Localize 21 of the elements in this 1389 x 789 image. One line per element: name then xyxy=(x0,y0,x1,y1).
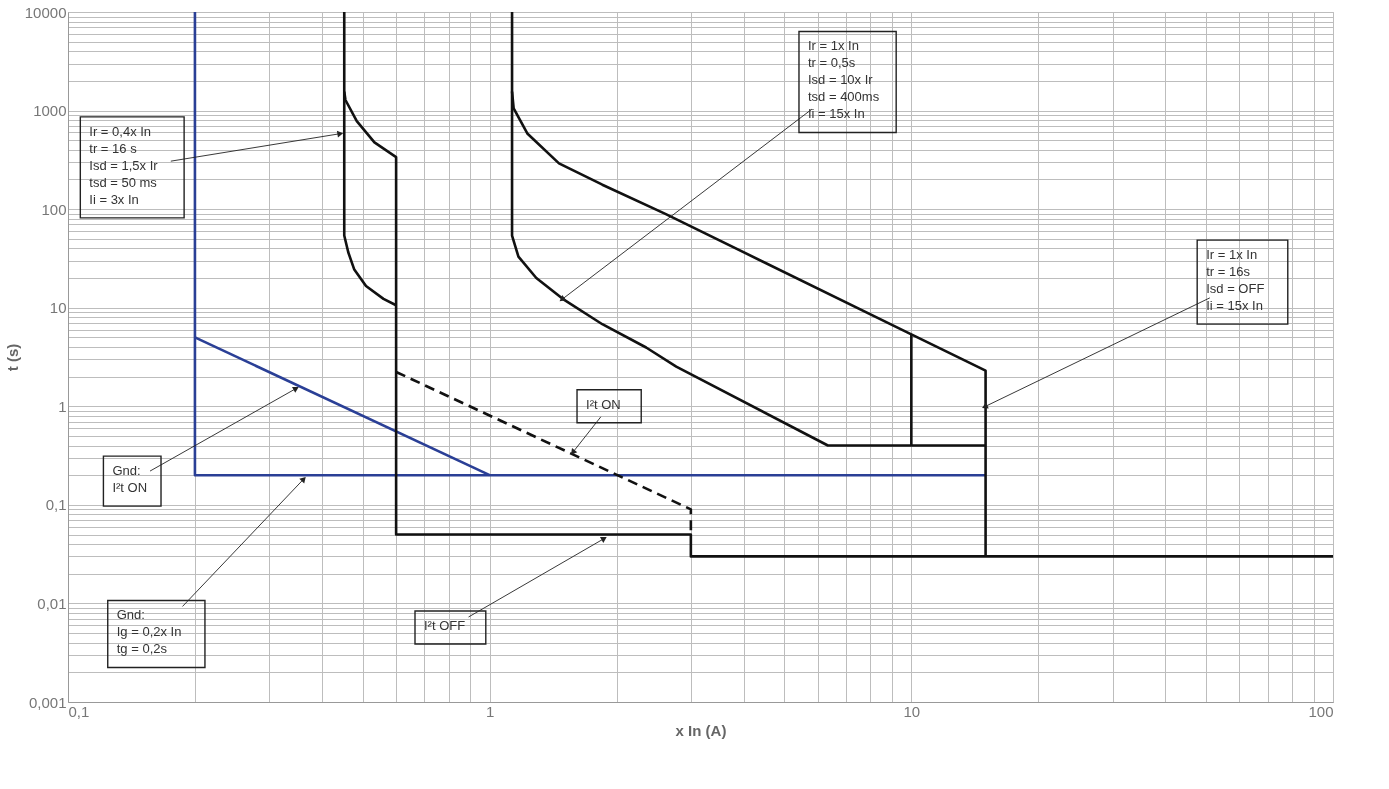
annotation: I²t ON xyxy=(586,396,621,412)
x-tick-label: 100 xyxy=(1308,702,1334,720)
annotation: I²t OFF xyxy=(424,617,466,633)
y-tick-label: 1000 xyxy=(33,102,67,120)
y-tick-label: 0,001 xyxy=(28,693,67,711)
annotation: Ir = 0,4x In tr = 16 s Isd = 1,5x Ir tsd = 50 ms Ii = 3x In xyxy=(89,123,159,207)
y-tick-label: 0,01 xyxy=(37,594,67,612)
annotation: Gnd: I²t ON xyxy=(112,463,148,496)
annotation: Ir = 1x In tr = 16s Isd = OFF Ii = 15x In xyxy=(1206,247,1265,314)
x-tick-label: 0,1 xyxy=(68,702,90,720)
y-tick-label: 1 xyxy=(58,397,67,415)
x-axis-title: x In (A) xyxy=(675,721,727,739)
y-tick-label: 10000 xyxy=(24,3,67,21)
y-tick-label: 10 xyxy=(49,299,67,317)
y-tick-label: 100 xyxy=(41,200,67,218)
annotation: Gnd: Ig = 0,2x In tg = 0,2s xyxy=(116,607,182,657)
y-axis-title: t (s) xyxy=(3,343,21,372)
x-tick-label: 10 xyxy=(903,702,921,720)
annotation: Ir = 1x In tr = 0,5s Isd = 10x Ir tsd = 400ms Ii = 15x In xyxy=(807,38,880,122)
x-tick-label: 1 xyxy=(485,702,495,720)
y-tick-label: 0,1 xyxy=(45,496,67,514)
